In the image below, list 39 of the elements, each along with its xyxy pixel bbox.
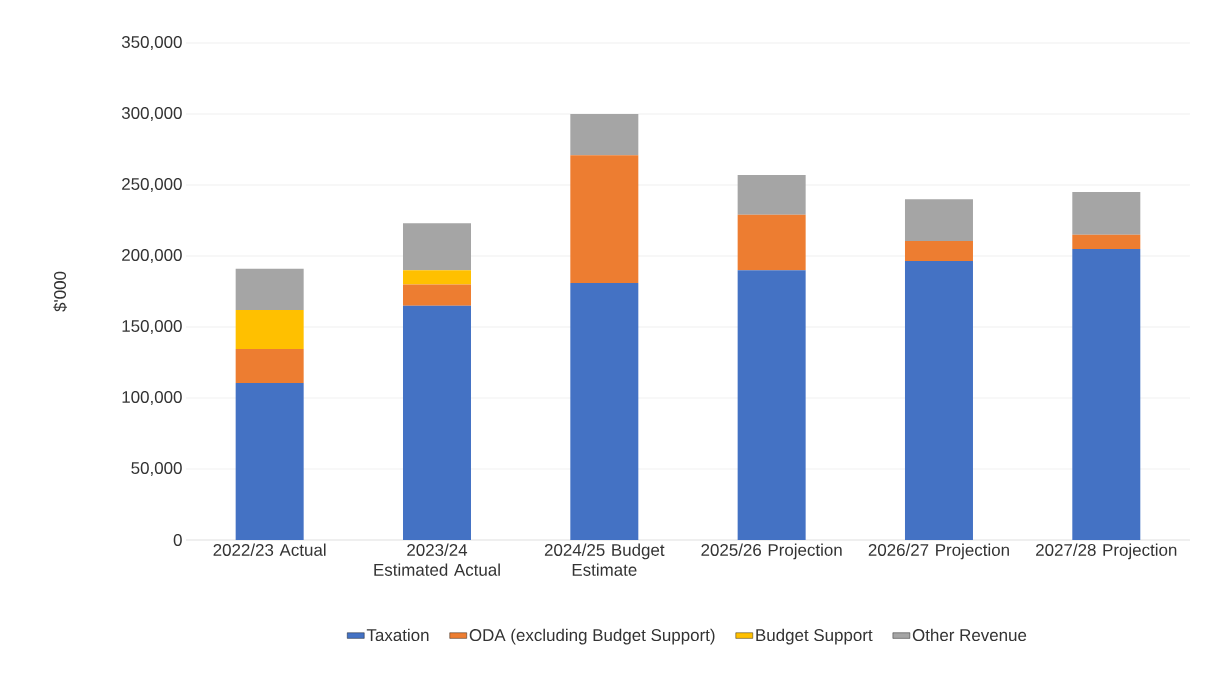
legend-label: Taxation	[366, 628, 429, 642]
y-axis-title: $'000	[53, 271, 68, 312]
bar	[904, 241, 973, 261]
x-tick-label: 2024/25 Budget Estimate	[544, 543, 665, 576]
bar	[235, 268, 304, 310]
x-tick-label: 2026/27 Projection	[868, 543, 1009, 560]
bar	[402, 270, 471, 285]
y-tick-label: 200,000	[122, 249, 182, 263]
bar	[904, 260, 973, 540]
y-tick-label: 250,000	[122, 178, 182, 192]
bar	[235, 383, 304, 540]
bar	[737, 214, 806, 271]
y-tick-label: 150,000	[122, 320, 182, 334]
y-tick-label: 100,000	[122, 391, 182, 405]
bar	[1072, 234, 1141, 249]
legend-label: ODA (excluding Budget Support)	[469, 628, 715, 645]
legend-label: Budget Support	[756, 628, 873, 645]
bar	[1072, 192, 1141, 235]
y-tick-label: 350,000	[121, 36, 182, 50]
bar	[402, 223, 471, 271]
bar	[570, 114, 639, 156]
x-tick-label: 2025/26 Projection	[701, 543, 842, 560]
x-tick-label: 2023/24 Estimated Actual	[374, 543, 500, 576]
bar	[570, 155, 639, 283]
x-tick-label: 2027/28 Projection	[1036, 543, 1177, 560]
bar	[402, 284, 471, 306]
bar	[1072, 248, 1141, 540]
y-tick-label: 0	[173, 534, 182, 546]
bar	[402, 305, 471, 540]
bar	[235, 309, 304, 350]
bar	[737, 175, 806, 215]
x-tick-label: 2022/23 Actual	[213, 543, 326, 556]
bar	[235, 349, 304, 384]
bar	[737, 270, 806, 540]
y-tick-label: 300,000	[121, 107, 182, 121]
bar	[904, 199, 973, 242]
legend-label: Other Revenue	[912, 628, 1027, 642]
y-tick-label: 50,000	[131, 462, 182, 476]
bar	[570, 282, 639, 540]
